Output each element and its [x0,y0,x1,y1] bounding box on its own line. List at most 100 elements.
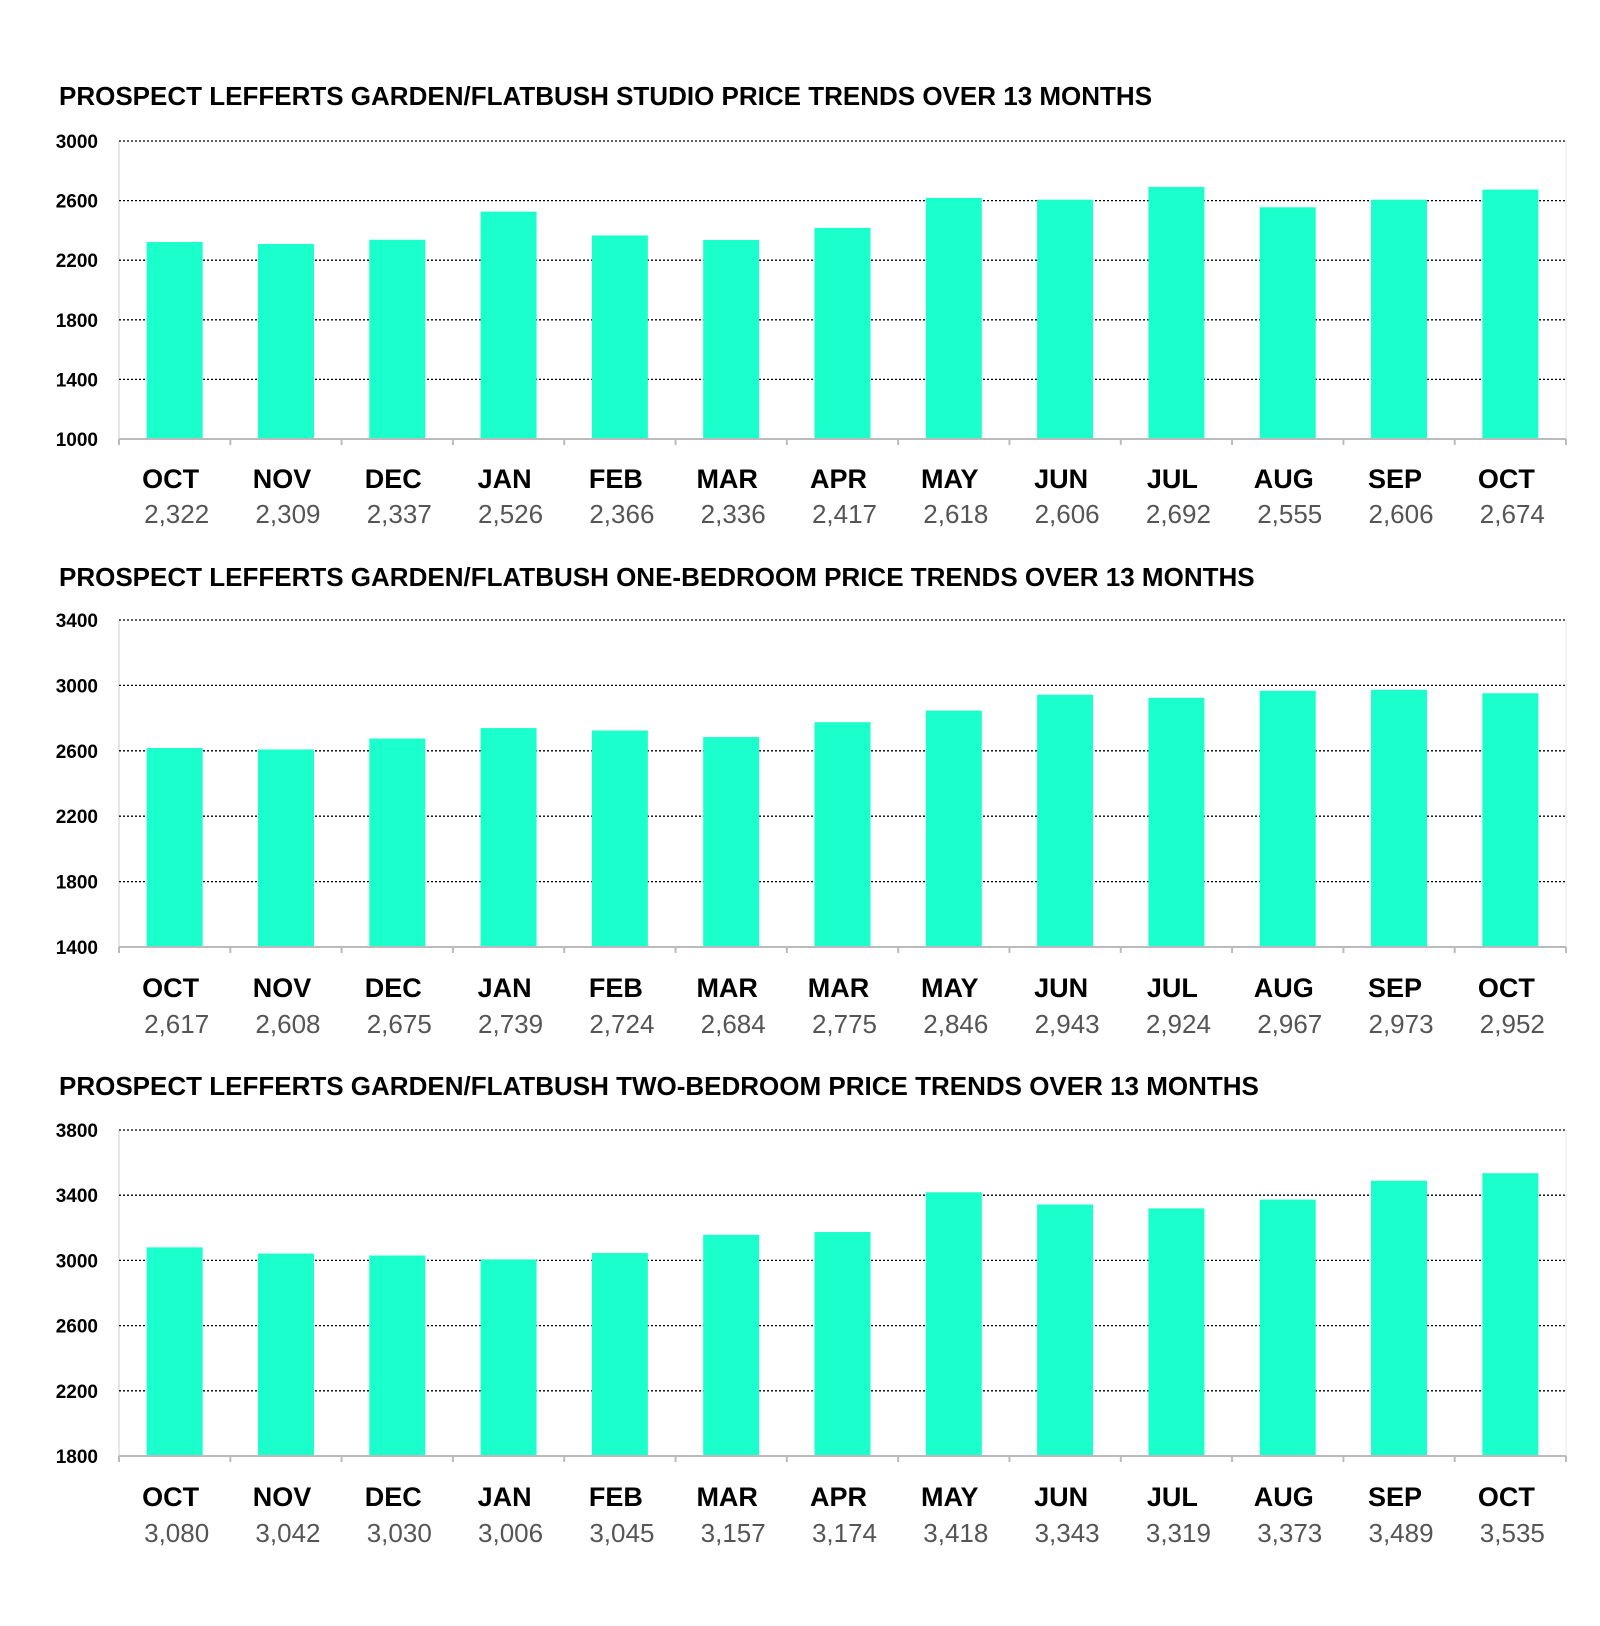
y-tick-label: 3000 [56,1251,98,1272]
data-label: 2,617 [144,1009,209,1039]
data-label: 2,739 [478,1009,543,1039]
chart-title: PROSPECT LEFFERTS GARDEN/FLATBUSH STUDIO… [59,81,1152,111]
x-tick-label: DEC [365,973,422,1003]
data-label: 3,042 [255,1518,320,1548]
y-tick-label: 3800 [56,1121,98,1142]
chart-1: PROSPECT LEFFERTS GARDEN/FLATBUSH STUDIO… [56,81,1567,529]
x-tick-label: JAN [478,1482,532,1512]
bar [369,239,426,439]
x-tick-label: AUG [1254,973,1314,1003]
bar [1259,207,1316,439]
bar [925,1192,982,1456]
bar [1371,199,1428,439]
data-label: 2,846 [923,1009,988,1039]
bar [146,748,203,947]
x-tick-label: MAR [696,1482,758,1512]
data-label: 3,343 [1035,1518,1100,1548]
data-label: 3,535 [1480,1518,1545,1548]
y-tick-label: 1400 [56,938,98,959]
x-tick-label: OCT [1478,1482,1536,1512]
x-tick-label: OCT [1478,464,1536,494]
x-tick-label: JUL [1147,973,1198,1003]
bar [1037,199,1094,439]
data-label: 3,418 [923,1518,988,1548]
bar [591,235,648,439]
x-tick-label: MAY [921,1482,979,1512]
bar [480,1259,537,1456]
bar [925,197,982,439]
data-label: 2,337 [367,499,432,529]
bar [1482,1173,1539,1456]
data-label: 2,322 [144,499,209,529]
data-label: 2,618 [923,499,988,529]
x-tick-label: FEB [589,1482,643,1512]
bar [146,1247,203,1456]
x-tick-label: OCT [1478,973,1536,1003]
chart-3: PROSPECT LEFFERTS GARDEN/FLATBUSH TWO-BE… [56,1071,1567,1548]
data-label: 3,319 [1146,1518,1211,1548]
bar [1371,689,1428,947]
bar [257,1253,314,1456]
bar [146,242,203,439]
bar [814,722,871,947]
x-tick-label: JUN [1034,973,1088,1003]
data-label: 2,608 [255,1009,320,1039]
x-tick-label: NOV [253,1482,312,1512]
data-label: 3,373 [1257,1518,1322,1548]
data-label: 2,309 [255,499,320,529]
y-tick-label: 2200 [56,1382,98,1403]
data-label: 2,417 [812,499,877,529]
data-label: 2,775 [812,1009,877,1039]
data-label: 2,952 [1480,1009,1545,1039]
data-label: 2,675 [367,1009,432,1039]
y-tick-label: 3000 [56,676,98,697]
bar [1037,1204,1094,1456]
x-tick-label: MAR [808,973,870,1003]
y-tick-label: 3400 [56,1186,98,1207]
bar [1482,693,1539,947]
x-tick-label: DEC [365,464,422,494]
y-tick-label: 1400 [56,370,98,391]
bar [591,730,648,947]
bar [1037,694,1094,947]
y-tick-label: 3400 [56,611,98,632]
y-tick-label: 3000 [56,132,98,153]
x-tick-label: APR [810,464,867,494]
x-tick-label: DEC [365,1482,422,1512]
x-tick-label: NOV [253,973,312,1003]
bar [1259,690,1316,947]
x-tick-label: JUN [1034,1482,1088,1512]
y-tick-label: 2600 [56,742,98,763]
chart-title: PROSPECT LEFFERTS GARDEN/FLATBUSH ONE-BE… [59,562,1255,592]
x-tick-label: MAR [696,973,758,1003]
data-label: 2,967 [1257,1009,1322,1039]
chart-2: PROSPECT LEFFERTS GARDEN/FLATBUSH ONE-BE… [56,562,1567,1039]
bar [703,1234,760,1456]
y-tick-label: 1800 [56,873,98,894]
x-tick-label: JAN [478,973,532,1003]
bar [703,239,760,439]
bar [1148,186,1205,439]
data-label: 2,336 [701,499,766,529]
bar [814,1232,871,1456]
data-label: 3,006 [478,1518,543,1548]
data-label: 2,526 [478,499,543,529]
bar [480,728,537,947]
bar [814,227,871,439]
data-label: 2,973 [1368,1009,1433,1039]
y-tick-label: 2600 [56,192,98,213]
bar [703,737,760,947]
x-tick-label: MAY [921,464,979,494]
x-tick-label: APR [810,1482,867,1512]
x-tick-label: SEP [1368,1482,1422,1512]
x-tick-label: OCT [142,973,200,1003]
bar [257,243,314,439]
x-tick-label: SEP [1368,464,1422,494]
data-label: 2,692 [1146,499,1211,529]
bar [369,1255,426,1456]
chart-title: PROSPECT LEFFERTS GARDEN/FLATBUSH TWO-BE… [59,1071,1259,1101]
bar [1371,1180,1428,1456]
data-label: 2,555 [1257,499,1322,529]
x-tick-label: FEB [589,973,643,1003]
